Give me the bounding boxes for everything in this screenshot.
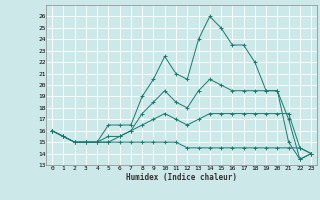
X-axis label: Humidex (Indice chaleur): Humidex (Indice chaleur): [126, 173, 237, 182]
